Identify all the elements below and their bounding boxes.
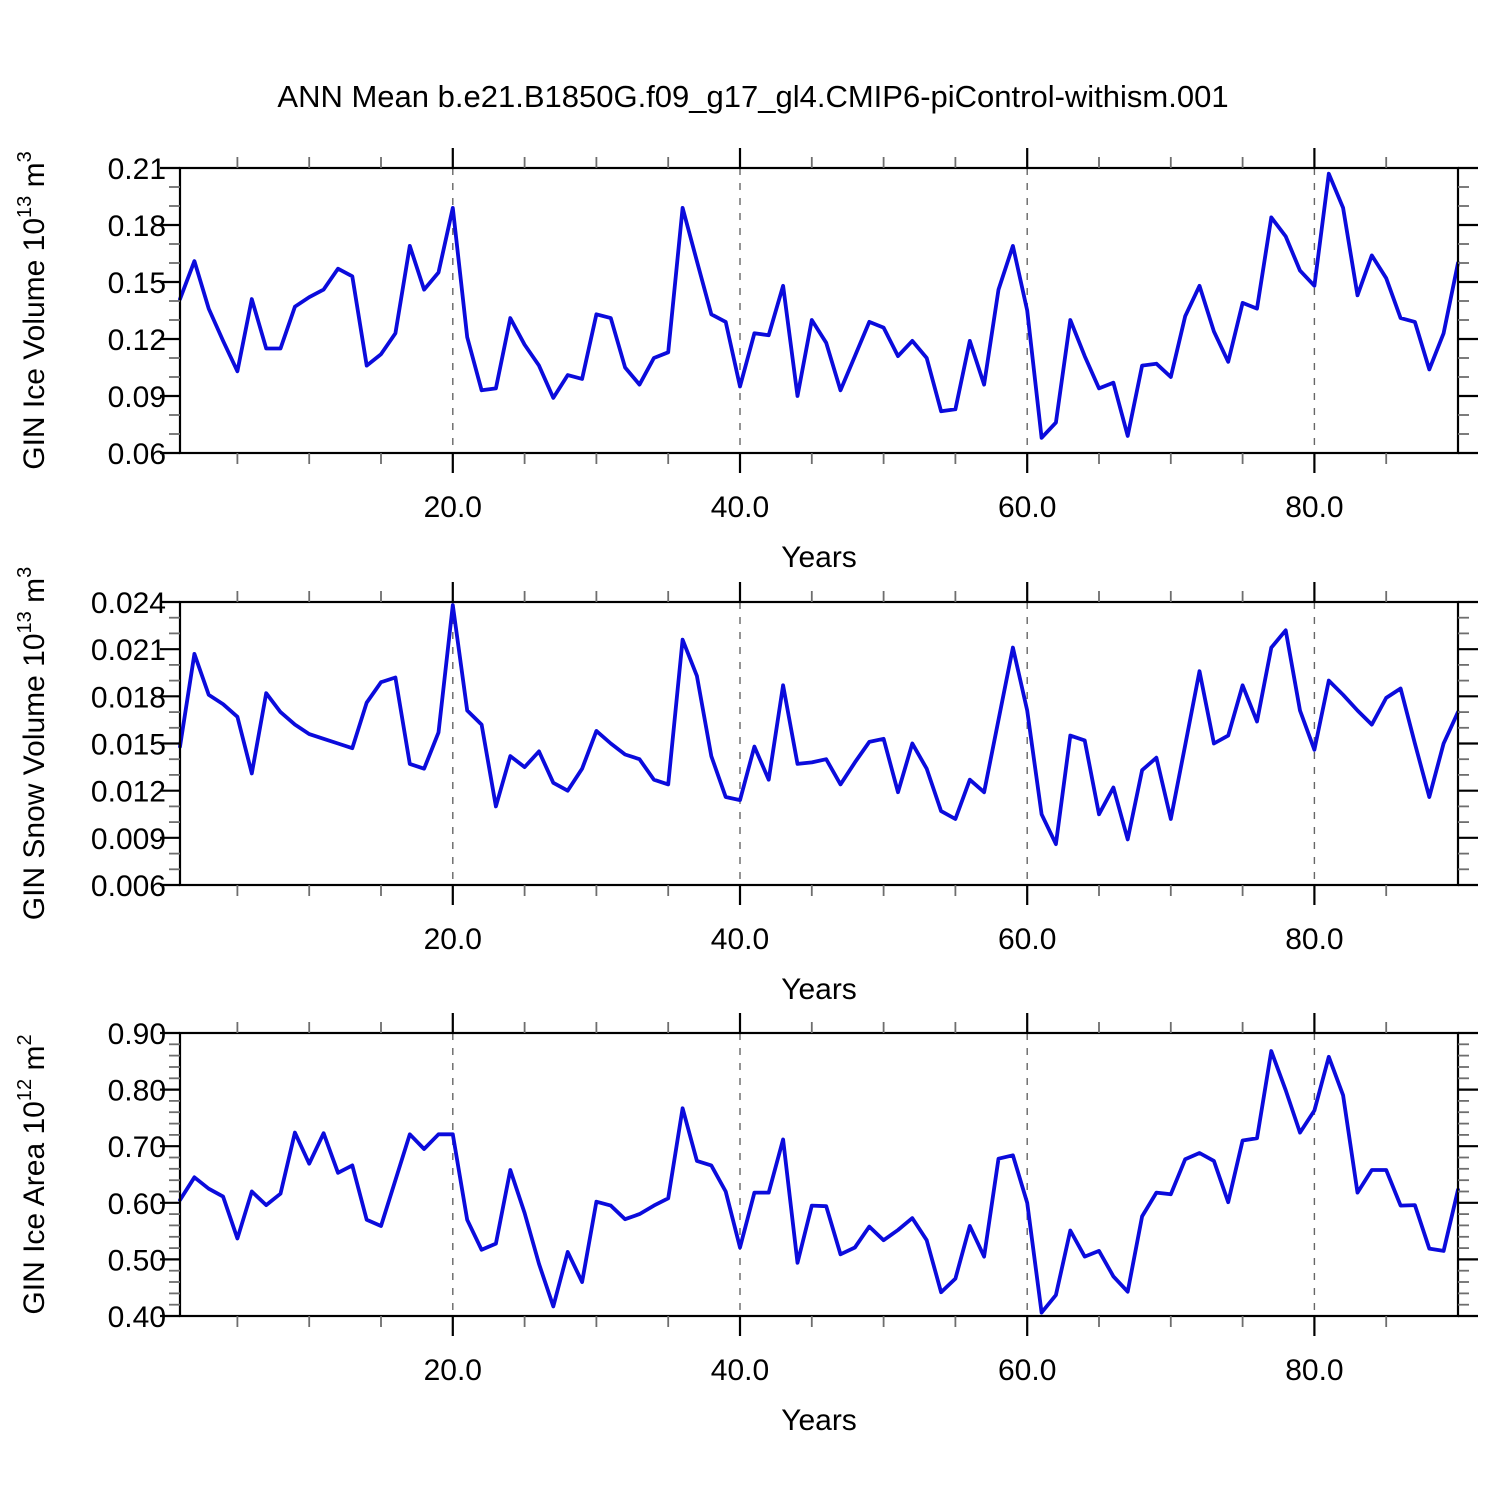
y-tick-label: 0.80 <box>108 1075 166 1108</box>
x-tick-label: 60.0 <box>998 923 1056 956</box>
chart-title: ANN Mean b.e21.B1850G.f09_g17_gl4.CMIP6-… <box>277 79 1228 114</box>
x-tick-label: 20.0 <box>424 1354 482 1387</box>
x-tick-label: 40.0 <box>711 923 769 956</box>
y-tick-label: 0.40 <box>108 1301 166 1334</box>
y-tick-label: 0.018 <box>91 681 166 714</box>
y-tick-label: 0.021 <box>91 634 166 667</box>
y-tick-label: 0.009 <box>91 823 166 856</box>
x-axis-title: Years <box>781 973 857 1006</box>
data-line-gin-ice-area <box>178 1049 1460 1315</box>
data-line-gin-ice-volume <box>178 171 1460 440</box>
x-axis-title: Years <box>781 1404 857 1437</box>
y-tick-label: 0.09 <box>108 381 166 414</box>
y-tick-label: 0.18 <box>108 210 166 243</box>
x-tick-label: 80.0 <box>1285 923 1343 956</box>
panel-gin-snow-volume: 0.024 0.021 0.018 0.015 0.012 0.009 0.006 20.0 4… <box>14 567 1478 1006</box>
y-tick-label: 0.024 <box>91 587 166 620</box>
y-tick-label: 0.15 <box>108 267 166 300</box>
plot-frame <box>178 166 1460 455</box>
y-tick-label: 0.50 <box>108 1244 166 1277</box>
x-tick-label: 40.0 <box>711 491 769 524</box>
x-tick-label: 60.0 <box>998 491 1056 524</box>
y-axis-title: GIN Ice Volume 1013 m3 <box>14 151 51 470</box>
y-axis-title: GIN Snow Volume 1013 m3 <box>14 567 51 921</box>
y-tick-label: 0.60 <box>108 1188 166 1221</box>
plot-frame <box>178 1031 1460 1318</box>
y-tick-label: 0.012 <box>91 776 166 809</box>
x-tick-label: 20.0 <box>424 923 482 956</box>
panel-gin-ice-area: 0.90 0.80 0.70 0.60 0.50 0.40 20.0 40.0 60.0 80.0… <box>14 1013 1478 1437</box>
y-tick-label: 0.006 <box>91 870 166 903</box>
y-tick-label: 0.06 <box>108 438 166 471</box>
x-tick-label: 40.0 <box>711 1354 769 1387</box>
y-axis-title: GIN Ice Area 1012 m2 <box>14 1034 51 1314</box>
x-tick-label: 80.0 <box>1285 491 1343 524</box>
x-tick-label: 60.0 <box>998 1354 1056 1387</box>
y-tick-label: 0.015 <box>91 729 166 762</box>
panel-gin-ice-volume: 0.21 0.18 0.15 0.12 0.09 0.06 20.0 40.0 60.0 80.0… <box>14 148 1478 574</box>
data-line-gin-snow-volume <box>178 603 1460 846</box>
x-axis-title: Years <box>781 541 857 574</box>
y-tick-label: 0.21 <box>108 153 166 186</box>
y-tick-label: 0.12 <box>108 324 166 357</box>
x-tick-label: 20.0 <box>424 491 482 524</box>
y-tick-label: 0.90 <box>108 1018 166 1051</box>
x-tick-label: 80.0 <box>1285 1354 1343 1387</box>
y-tick-label: 0.70 <box>108 1131 166 1164</box>
